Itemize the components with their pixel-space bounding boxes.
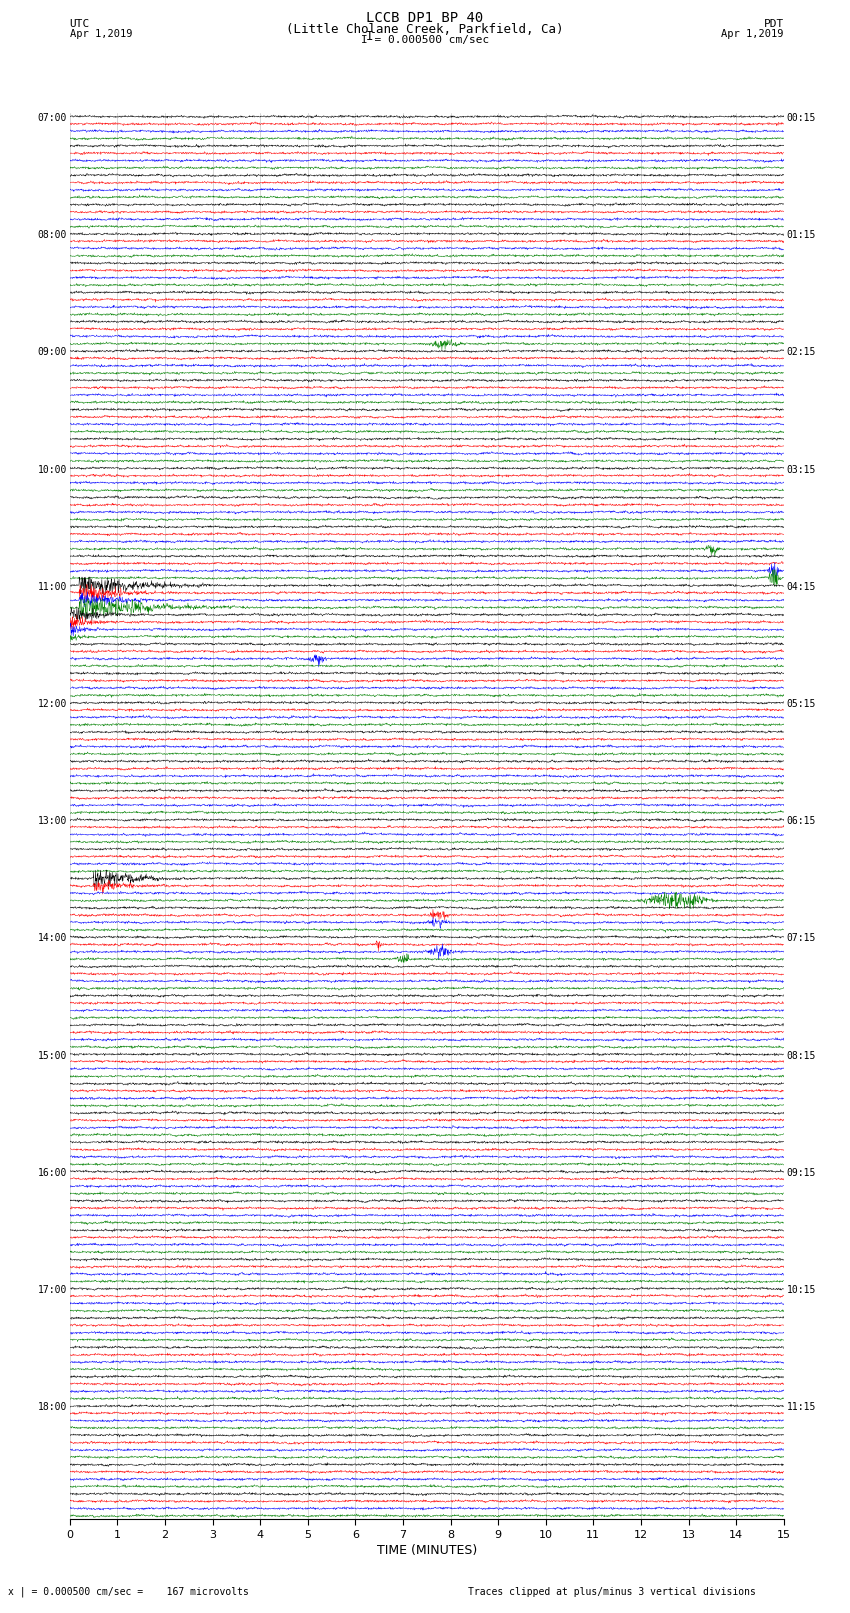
Text: x | = 0.000500 cm/sec =    167 microvolts: x | = 0.000500 cm/sec = 167 microvolts [8,1586,249,1597]
Text: Apr 1,2019: Apr 1,2019 [721,29,784,39]
Text: 03:15: 03:15 [786,465,816,474]
Text: 14:00: 14:00 [37,934,67,944]
Text: I = 0.000500 cm/sec: I = 0.000500 cm/sec [361,35,489,45]
Text: 11:15: 11:15 [786,1402,816,1413]
Text: 07:15: 07:15 [786,934,816,944]
Text: 09:00: 09:00 [37,347,67,358]
Text: 17:00: 17:00 [37,1286,67,1295]
Text: UTC: UTC [70,19,90,29]
Text: 04:15: 04:15 [786,582,816,592]
Text: 01:15: 01:15 [786,231,816,240]
Text: 11:00: 11:00 [37,582,67,592]
Text: (Little Cholane Creek, Parkfield, Ca): (Little Cholane Creek, Parkfield, Ca) [286,23,564,35]
Text: 10:00: 10:00 [37,465,67,474]
Text: 06:15: 06:15 [786,816,816,826]
Text: 07:00: 07:00 [37,113,67,123]
Text: 10:15: 10:15 [786,1286,816,1295]
Text: 05:15: 05:15 [786,698,816,710]
Text: 00:15: 00:15 [786,113,816,123]
X-axis label: TIME (MINUTES): TIME (MINUTES) [377,1544,477,1557]
Text: 16:00: 16:00 [37,1168,67,1177]
Text: I: I [366,29,373,44]
Text: 02:15: 02:15 [786,347,816,358]
Text: 18:00: 18:00 [37,1402,67,1413]
Text: 08:15: 08:15 [786,1050,816,1061]
Text: LCCB DP1 BP 40: LCCB DP1 BP 40 [366,11,484,26]
Text: 13:00: 13:00 [37,816,67,826]
Text: 08:00: 08:00 [37,231,67,240]
Text: 15:00: 15:00 [37,1050,67,1061]
Text: Traces clipped at plus/minus 3 vertical divisions: Traces clipped at plus/minus 3 vertical … [468,1587,756,1597]
Text: 09:15: 09:15 [786,1168,816,1177]
Text: Apr 1,2019: Apr 1,2019 [70,29,133,39]
Text: 12:00: 12:00 [37,698,67,710]
Text: PDT: PDT [763,19,784,29]
